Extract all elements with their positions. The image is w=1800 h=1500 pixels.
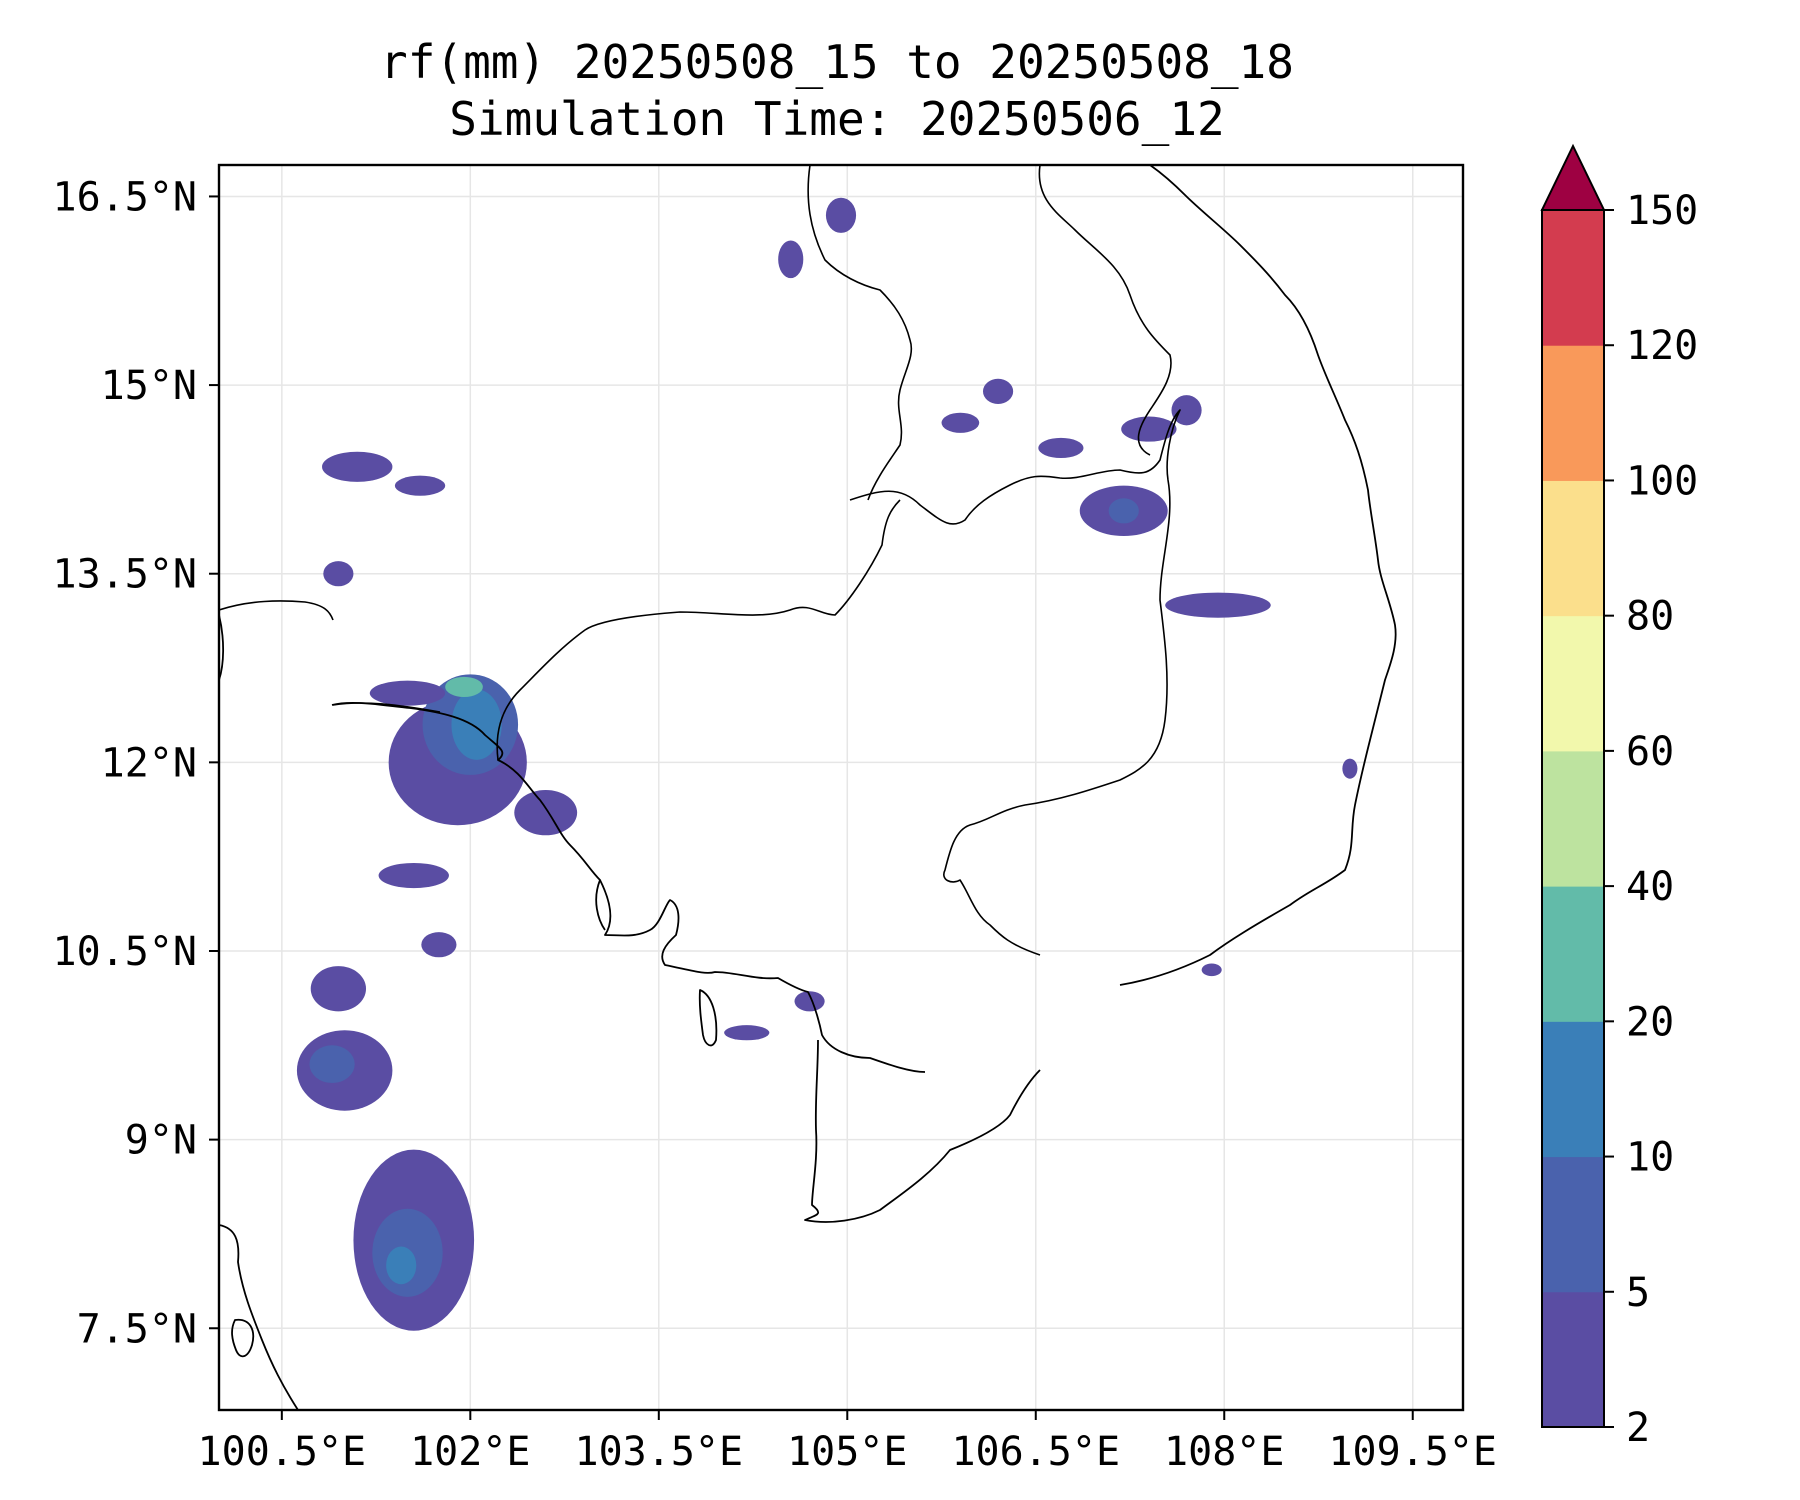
colorbar-label-7: 100 bbox=[1626, 458, 1698, 504]
border-laos-thailand bbox=[807, 165, 913, 501]
y-tick-label-0: 7.5°N bbox=[77, 1306, 197, 1352]
rain-area-25 bbox=[1108, 498, 1139, 524]
coastline-mekong bbox=[804, 1039, 1041, 1223]
colorbar-frame bbox=[1541, 209, 1605, 1428]
coastline-vietnam-southeast bbox=[1119, 165, 1397, 986]
colorbar-label-6: 80 bbox=[1626, 594, 1674, 640]
chart-subtitle: Simulation Time: 20250506_12 bbox=[449, 92, 1224, 146]
y-tick-label-2: 10.5°N bbox=[53, 929, 198, 975]
y-tick-label-6: 16.5°N bbox=[53, 174, 198, 220]
y-tick-label-3: 12°N bbox=[101, 740, 197, 786]
colorbar-segment-4 bbox=[1542, 750, 1604, 887]
border-cambodia-laos-vietnam bbox=[849, 409, 1181, 956]
colorbar-segment-7 bbox=[1542, 345, 1604, 481]
map-frame bbox=[217, 163, 1465, 1412]
rain-area-12 bbox=[369, 680, 446, 706]
colorbar-segment-8 bbox=[1542, 210, 1604, 346]
y-tick-label-5: 15°N bbox=[101, 363, 197, 409]
x-axis: 100.5°E 102°E 103.5°E 105°E 106.5°E 108°E 109.… bbox=[198, 1410, 1497, 1475]
rain-area-17 bbox=[778, 240, 804, 279]
rain-area-21 bbox=[1038, 437, 1084, 459]
x-tick-label-2: 103.5°E bbox=[575, 1429, 744, 1475]
colorbar-segment-0 bbox=[1542, 1291, 1604, 1428]
chart-title: rf(mm) 20250508_15 to 20250508_18 bbox=[380, 35, 1294, 89]
rain-area-2 bbox=[386, 1246, 417, 1285]
colorbar-label-9: 150 bbox=[1626, 188, 1698, 234]
colorbar-segment-1 bbox=[1542, 1156, 1604, 1293]
rain-area-13 bbox=[514, 790, 578, 836]
rain-area-10 bbox=[451, 689, 502, 760]
y-tick-label-1: 9°N bbox=[125, 1118, 197, 1164]
rain-area-20 bbox=[941, 412, 980, 433]
rainfall-contours bbox=[296, 197, 1358, 1331]
rain-area-26 bbox=[1165, 592, 1271, 618]
y-axis: 7.5°N 9°N 10.5°N 12°N 13.5°N 15°N 16.5°N bbox=[53, 174, 219, 1352]
rain-area-18 bbox=[825, 197, 857, 233]
y-tick-label-4: 13.5°N bbox=[53, 552, 198, 598]
x-tick-label-4: 106.5°E bbox=[951, 1429, 1120, 1475]
colorbar-extend-arrow bbox=[1540, 143, 1606, 211]
rain-area-22 bbox=[1121, 416, 1177, 442]
colorbar-label-3: 20 bbox=[1626, 999, 1674, 1045]
rain-area-11 bbox=[445, 676, 483, 697]
rain-area-4 bbox=[309, 1045, 355, 1084]
x-tick-label-0: 100.5°E bbox=[198, 1429, 367, 1475]
rain-area-16 bbox=[323, 561, 354, 587]
coastline-thai-north-gulf bbox=[219, 614, 225, 681]
coastline-gulf-west bbox=[219, 1224, 299, 1410]
colorbar-label-1: 5 bbox=[1626, 1270, 1650, 1316]
colorbar-label-0: 2 bbox=[1626, 1405, 1650, 1451]
x-tick-label-6: 109.5°E bbox=[1328, 1429, 1497, 1475]
coastline-phu-quoc bbox=[698, 989, 718, 1047]
coastline-thai-east bbox=[331, 701, 606, 931]
colorbar-segment-6 bbox=[1542, 480, 1604, 617]
colorbar-segment-5 bbox=[1542, 615, 1604, 752]
map-panel bbox=[217, 163, 1465, 1412]
rain-area-28 bbox=[724, 1025, 770, 1041]
rain-area-27 bbox=[794, 991, 825, 1012]
colorbar-label-8: 120 bbox=[1626, 323, 1698, 369]
colorbar-segment-3 bbox=[1542, 886, 1604, 1022]
x-tick-label-1: 102°E bbox=[410, 1429, 530, 1475]
rain-area-14 bbox=[322, 451, 393, 482]
rain-area-15 bbox=[394, 475, 446, 496]
x-tick-label-3: 105°E bbox=[787, 1429, 907, 1475]
colorbar-label-5: 60 bbox=[1626, 729, 1674, 775]
x-tick-label-5: 108°E bbox=[1164, 1429, 1284, 1475]
island-south bbox=[231, 1318, 255, 1358]
border-thailand-cambodia bbox=[219, 499, 901, 761]
border-laos-vietnam-north bbox=[1038, 165, 1172, 456]
rain-area-19 bbox=[982, 378, 1014, 404]
rain-area-5 bbox=[310, 966, 367, 1012]
rain-area-29 bbox=[1342, 758, 1358, 779]
colorbar: 2 5 10 20 40 60 80 100 120 150 bbox=[1540, 143, 1698, 1451]
rain-area-6 bbox=[421, 932, 457, 958]
coastlines-and-borders bbox=[219, 165, 1397, 1410]
rain-area-30 bbox=[1201, 963, 1222, 977]
colorbar-label-2: 10 bbox=[1626, 1135, 1674, 1181]
colorbar-label-4: 40 bbox=[1626, 864, 1674, 910]
colorbar-segment-2 bbox=[1542, 1021, 1604, 1158]
rain-area-7 bbox=[378, 862, 449, 889]
rain-area-23 bbox=[1171, 395, 1202, 426]
coastline-cambodia bbox=[599, 879, 926, 1073]
